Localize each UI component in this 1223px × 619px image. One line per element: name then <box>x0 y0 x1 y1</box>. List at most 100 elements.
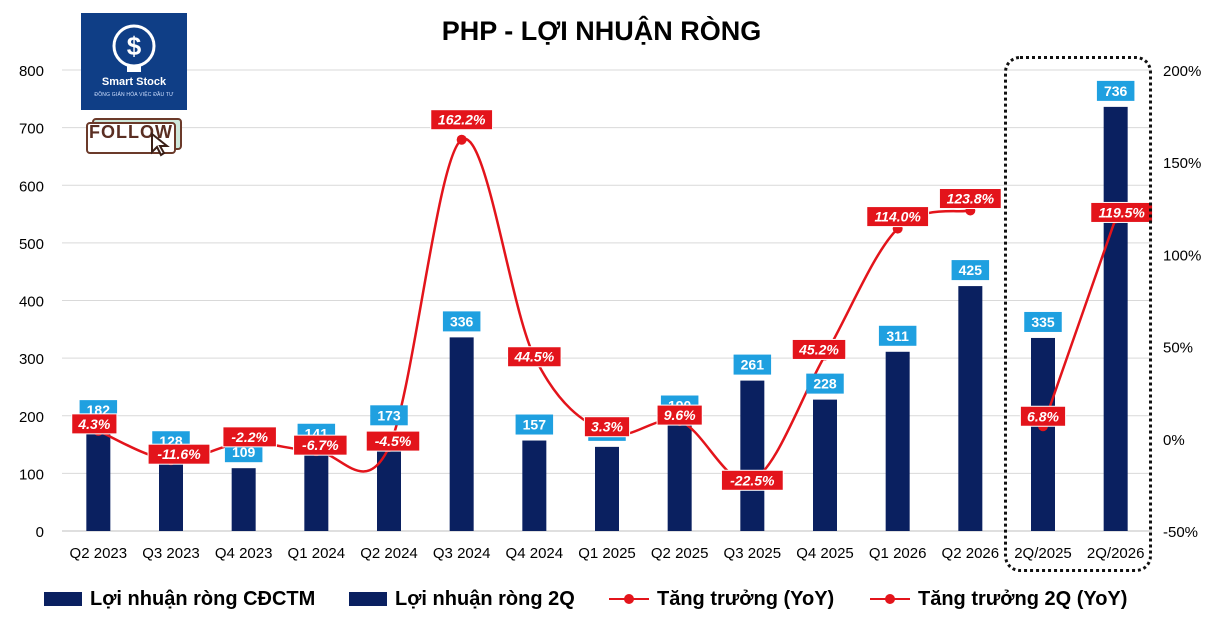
bulb-icon: $ <box>112 24 156 72</box>
x-tick-label: 2Q/2026 <box>1087 545 1145 562</box>
growth-value-label: -11.6% <box>157 446 201 462</box>
x-tick-label: 2Q/2025 <box>1014 545 1072 562</box>
x-tick-label: Q2 2025 <box>651 545 709 562</box>
legend-label: Tăng trưởng (YoY) <box>657 587 835 610</box>
cursor-icon <box>151 132 170 157</box>
bar <box>231 468 256 531</box>
left-tick-label: 800 <box>19 63 44 80</box>
bar-value-label: 173 <box>377 407 401 423</box>
bar-label-bg <box>1024 311 1062 332</box>
x-tick-label: Q2 2024 <box>360 545 418 562</box>
bar <box>449 337 474 531</box>
bar-value-label: 336 <box>450 313 474 329</box>
growth-value-label: 3.3% <box>591 419 623 435</box>
legend-item-cdctm: Lợi nhuận ròng CĐCTM <box>44 586 315 612</box>
x-tick-label: Q1 2024 <box>288 545 346 562</box>
bar-label-bg <box>806 373 844 394</box>
bar <box>304 449 329 531</box>
growth-label-bg <box>938 188 1002 210</box>
legend-swatch-bar <box>349 592 387 606</box>
bar <box>86 426 111 531</box>
bar-label-bg <box>515 414 554 435</box>
smart-stock-logo: $ Smart Stock ĐỒNG GIẢN HÓA VIỆC ĐẦU TƯ <box>81 13 187 110</box>
left-tick-label: 300 <box>19 351 44 368</box>
bar <box>1031 337 1055 531</box>
right-tick-label: -50% <box>1163 524 1198 541</box>
growth-value-label: 44.5% <box>513 349 554 365</box>
legend-item-2q: Lợi nhuận ròng 2Q <box>349 586 575 612</box>
bar-value-label: 425 <box>959 262 983 278</box>
bar-value-label: 228 <box>813 376 837 392</box>
growth-value-label: 162.2% <box>438 112 486 128</box>
x-tick-label: Q2 2023 <box>70 545 128 562</box>
bar-label-bg <box>442 311 481 332</box>
x-tick-label: Q1 2025 <box>578 545 636 562</box>
growth-label-bg <box>507 346 562 368</box>
growth-label-bg <box>583 416 631 438</box>
2q-highlight-frame <box>1004 56 1152 572</box>
logo-tagline: ĐỒNG GIẢN HÓA VIỆC ĐẦU TƯ <box>94 92 174 98</box>
legend-label: Lợi nhuận ròng 2Q <box>395 587 575 610</box>
right-tick-label: 100% <box>1163 247 1201 264</box>
bar-label-bg <box>733 354 772 375</box>
growth-value-label: 9.6% <box>664 407 696 423</box>
bar <box>958 286 983 531</box>
bar-label-bg <box>878 325 917 346</box>
bar <box>522 440 547 531</box>
x-tick-label: Q4 2025 <box>796 545 854 562</box>
growth-value-label: -4.5% <box>375 433 412 449</box>
growth-value-label: 114.0% <box>874 209 921 225</box>
x-tick-label: Q4 2024 <box>506 545 564 562</box>
growth-label-bg <box>147 443 211 465</box>
growth-value-label: -2.2% <box>231 429 268 445</box>
bar-value-label: 335 <box>1031 314 1055 330</box>
growth-label-bg <box>791 338 847 360</box>
legend-swatch-line <box>870 591 910 607</box>
right-tick-label: 50% <box>1163 340 1193 357</box>
growth-label-bg <box>293 434 348 456</box>
bar <box>595 446 619 531</box>
right-tick-label: 150% <box>1163 155 1201 172</box>
right-tick-label: 200% <box>1163 63 1201 80</box>
bar-value-label: 261 <box>741 357 765 373</box>
bar <box>1103 106 1128 531</box>
growth-label-bg <box>1019 405 1067 427</box>
bar-label-bg <box>951 260 990 281</box>
bar <box>667 421 692 531</box>
x-tick-label: Q3 2025 <box>724 545 782 562</box>
x-tick-label: Q4 2023 <box>215 545 273 562</box>
x-tick-label: Q2 2026 <box>942 545 1000 562</box>
right-tick-label: 0% <box>1163 432 1185 449</box>
growth-value-label: -22.5% <box>730 472 775 488</box>
growth-value-label: 6.8% <box>1027 408 1059 424</box>
growth-value-label: 123.8% <box>947 191 995 207</box>
growth-label-bg <box>720 469 784 491</box>
legend-item-2q-yoy: Tăng trưởng 2Q (YoY) <box>870 586 1127 612</box>
bar-label-bg <box>370 405 408 426</box>
x-tick-label: Q3 2023 <box>142 545 200 562</box>
bar-label-bg <box>1096 80 1135 101</box>
left-tick-label: 600 <box>19 178 44 195</box>
growth-label-bg <box>656 404 703 426</box>
legend-label: Lợi nhuận ròng CĐCTM <box>90 587 316 610</box>
x-tick-label: Q1 2026 <box>869 545 927 562</box>
growth-label-bg <box>866 206 930 228</box>
growth-label-bg <box>430 109 494 131</box>
legend-label: Tăng trưởng 2Q (YoY) <box>918 587 1128 610</box>
growth-point <box>456 134 467 145</box>
growth-value-label: 119.5% <box>1098 204 1145 220</box>
legend-item-yoy: Tăng trưởng (YoY) <box>609 586 834 612</box>
bar <box>740 380 765 531</box>
bar-value-label: 157 <box>523 417 547 433</box>
left-tick-label: 500 <box>19 236 44 253</box>
x-tick-label: Q3 2024 <box>433 545 491 562</box>
growth-value-label: -6.7% <box>302 437 339 453</box>
svg-text:$: $ <box>127 31 142 61</box>
growth-label-bg <box>365 430 421 452</box>
chart-title: PHP - LỢI NHUẬN RÒNG <box>441 16 762 46</box>
chart-legend: Lợi nhuận ròng CĐCTM Lợi nhuận ròng 2Q T… <box>44 586 1204 612</box>
growth-value-label: 45.2% <box>798 341 839 357</box>
follow-button[interactable]: FOLLOW <box>86 118 182 157</box>
bar <box>159 457 183 531</box>
